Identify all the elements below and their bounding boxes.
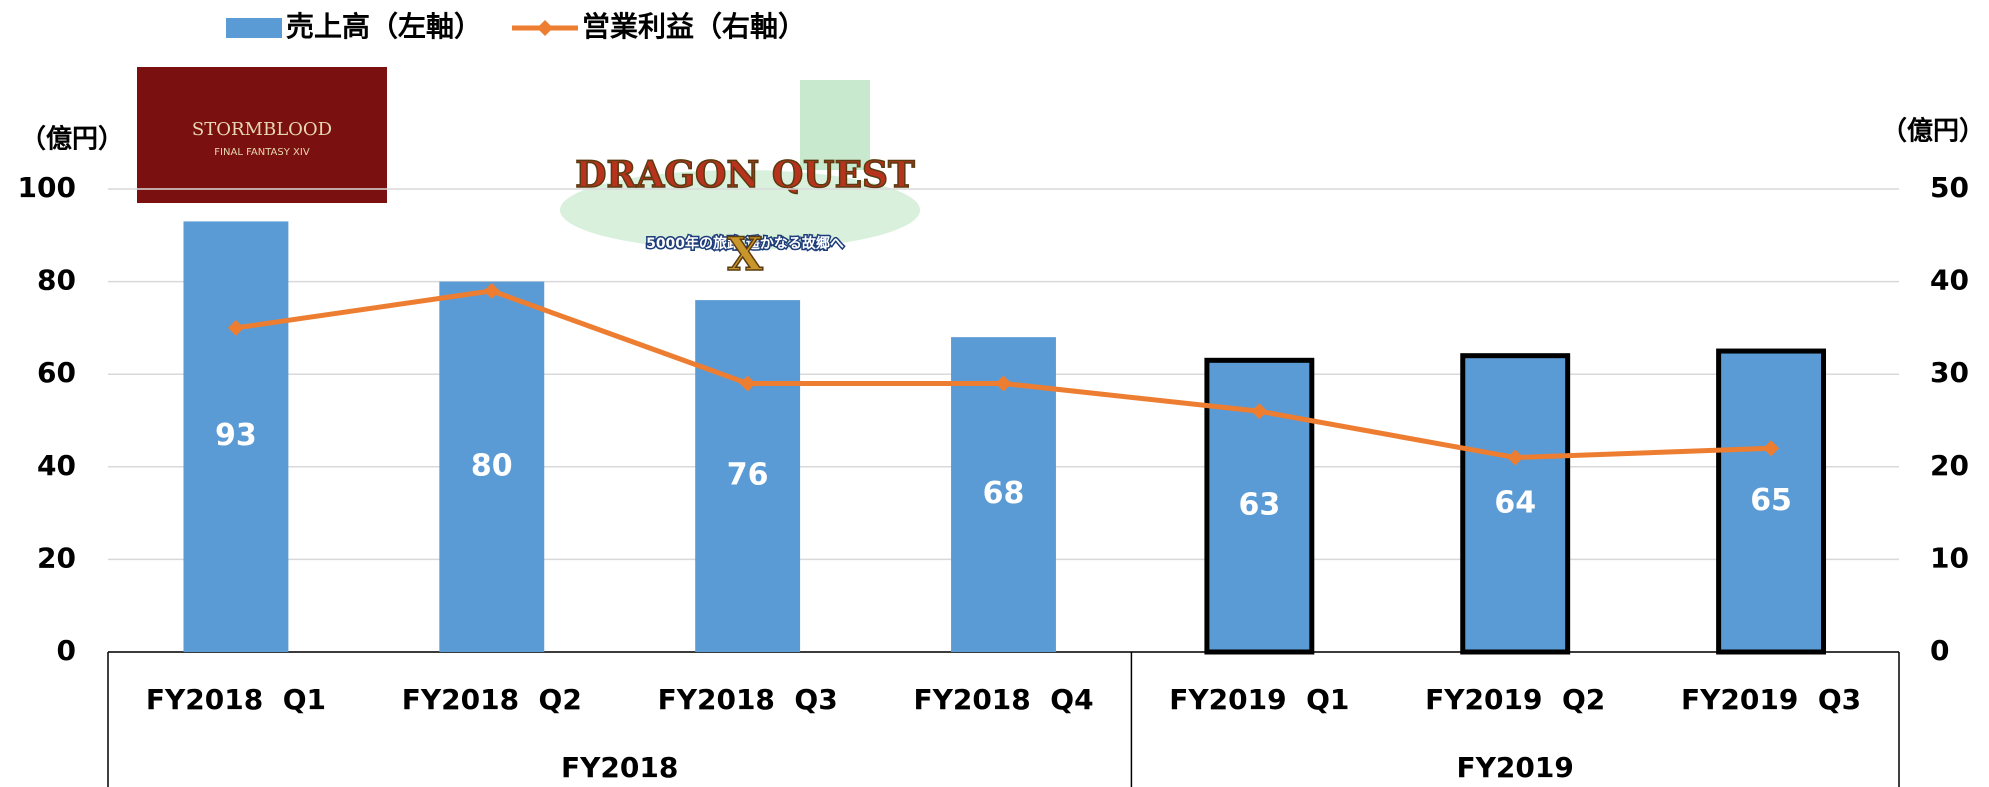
- y-tick-label: 100: [18, 171, 76, 204]
- x-tick-label: FY2018 Q1: [146, 683, 326, 716]
- legend-marker: [537, 20, 553, 36]
- y-tick-label: 0: [57, 634, 76, 667]
- x-tick-label: FY2019 Q2: [1425, 683, 1605, 716]
- logo-big: X: [727, 227, 763, 281]
- x-tick-label: FY2018 Q2: [402, 683, 582, 716]
- y-unit: （億円）: [20, 125, 124, 155]
- group-label: FY2018: [561, 751, 678, 784]
- image-dragonquest: DRAGON QUEST 5000年の旅路 遥かなる故郷へ X: [560, 80, 920, 281]
- legend-swatch: [226, 18, 282, 38]
- y2-tick-label: 50: [1930, 171, 1969, 204]
- value-label: 65: [1750, 483, 1792, 518]
- y2-tick-label: 20: [1930, 449, 1969, 482]
- chart: STORMBLOOD FINAL FANTASY XIV DRAGON QUES…: [0, 0, 1989, 787]
- y-tick-label: 40: [37, 449, 76, 482]
- y-tick-label: 80: [37, 264, 76, 297]
- value-label: 80: [471, 448, 513, 483]
- value-label: 76: [727, 458, 769, 493]
- value-label: 68: [983, 476, 1025, 511]
- image-stormblood: STORMBLOOD FINAL FANTASY XIV: [137, 67, 387, 203]
- legend-label: 売上高（左軸）: [286, 10, 482, 43]
- legend-label: 営業利益（右軸）: [582, 10, 806, 43]
- logo-text: STORMBLOOD: [192, 119, 332, 140]
- value-label: 93: [215, 418, 257, 453]
- value-label: 64: [1494, 485, 1536, 520]
- y-tick-label: 20: [37, 541, 76, 574]
- y2-tick-label: 10: [1930, 541, 1969, 574]
- y2-unit: （億円）: [1881, 117, 1985, 147]
- y2-tick-label: 0: [1930, 634, 1949, 667]
- y2-tick-label: 40: [1930, 264, 1969, 297]
- y2-tick-label: 30: [1930, 356, 1969, 389]
- x-tick-label: FY2018 Q3: [658, 683, 838, 716]
- value-label: 63: [1238, 488, 1280, 523]
- x-tick-label: FY2018 Q4: [913, 683, 1093, 716]
- group-label: FY2019: [1457, 751, 1574, 784]
- y-tick-label: 60: [37, 356, 76, 389]
- x-tick-label: FY2019 Q1: [1169, 683, 1349, 716]
- logo-subtext: FINAL FANTASY XIV: [214, 147, 310, 158]
- x-tick-label: FY2019 Q3: [1681, 683, 1861, 716]
